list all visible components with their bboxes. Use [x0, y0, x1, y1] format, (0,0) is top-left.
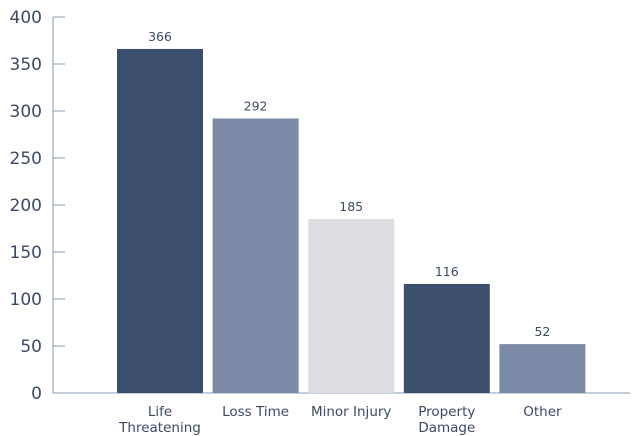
bar	[117, 48, 203, 394]
y-tick-label: 50	[20, 337, 42, 357]
x-tick-label: Minor Injury	[311, 404, 391, 420]
data-label: 52	[534, 324, 550, 339]
data-label: 292	[244, 99, 268, 114]
bar	[212, 118, 299, 394]
x-tick-label: Other	[523, 404, 562, 420]
y-tick-label: 200	[10, 196, 42, 216]
y-tick-label: 100	[10, 290, 42, 310]
bars	[117, 48, 586, 394]
y-tick-label: 150	[10, 243, 42, 263]
data-labels: 366 292 185 116 52	[148, 29, 550, 339]
y-tick-label: 350	[10, 55, 42, 75]
x-tick-label: Damage	[418, 420, 475, 436]
bar	[499, 344, 586, 393]
y-tick-label: 250	[10, 149, 42, 169]
data-label: 366	[148, 29, 172, 44]
y-tick-label: 300	[10, 102, 42, 122]
bar	[403, 283, 490, 393]
x-tick-label: Life	[148, 404, 172, 420]
y-tick-label: 400	[10, 8, 42, 28]
data-label: 185	[339, 199, 363, 214]
x-tick-label: Threatening	[118, 420, 201, 436]
x-tick-label: Loss Time	[222, 404, 289, 420]
y-axis: 0 50 100 150 200 250 300 350 400	[10, 8, 65, 404]
bar	[308, 219, 395, 393]
y-tick-label: 0	[31, 384, 42, 404]
x-tick-label: Property	[418, 404, 475, 420]
data-label: 116	[435, 264, 459, 279]
